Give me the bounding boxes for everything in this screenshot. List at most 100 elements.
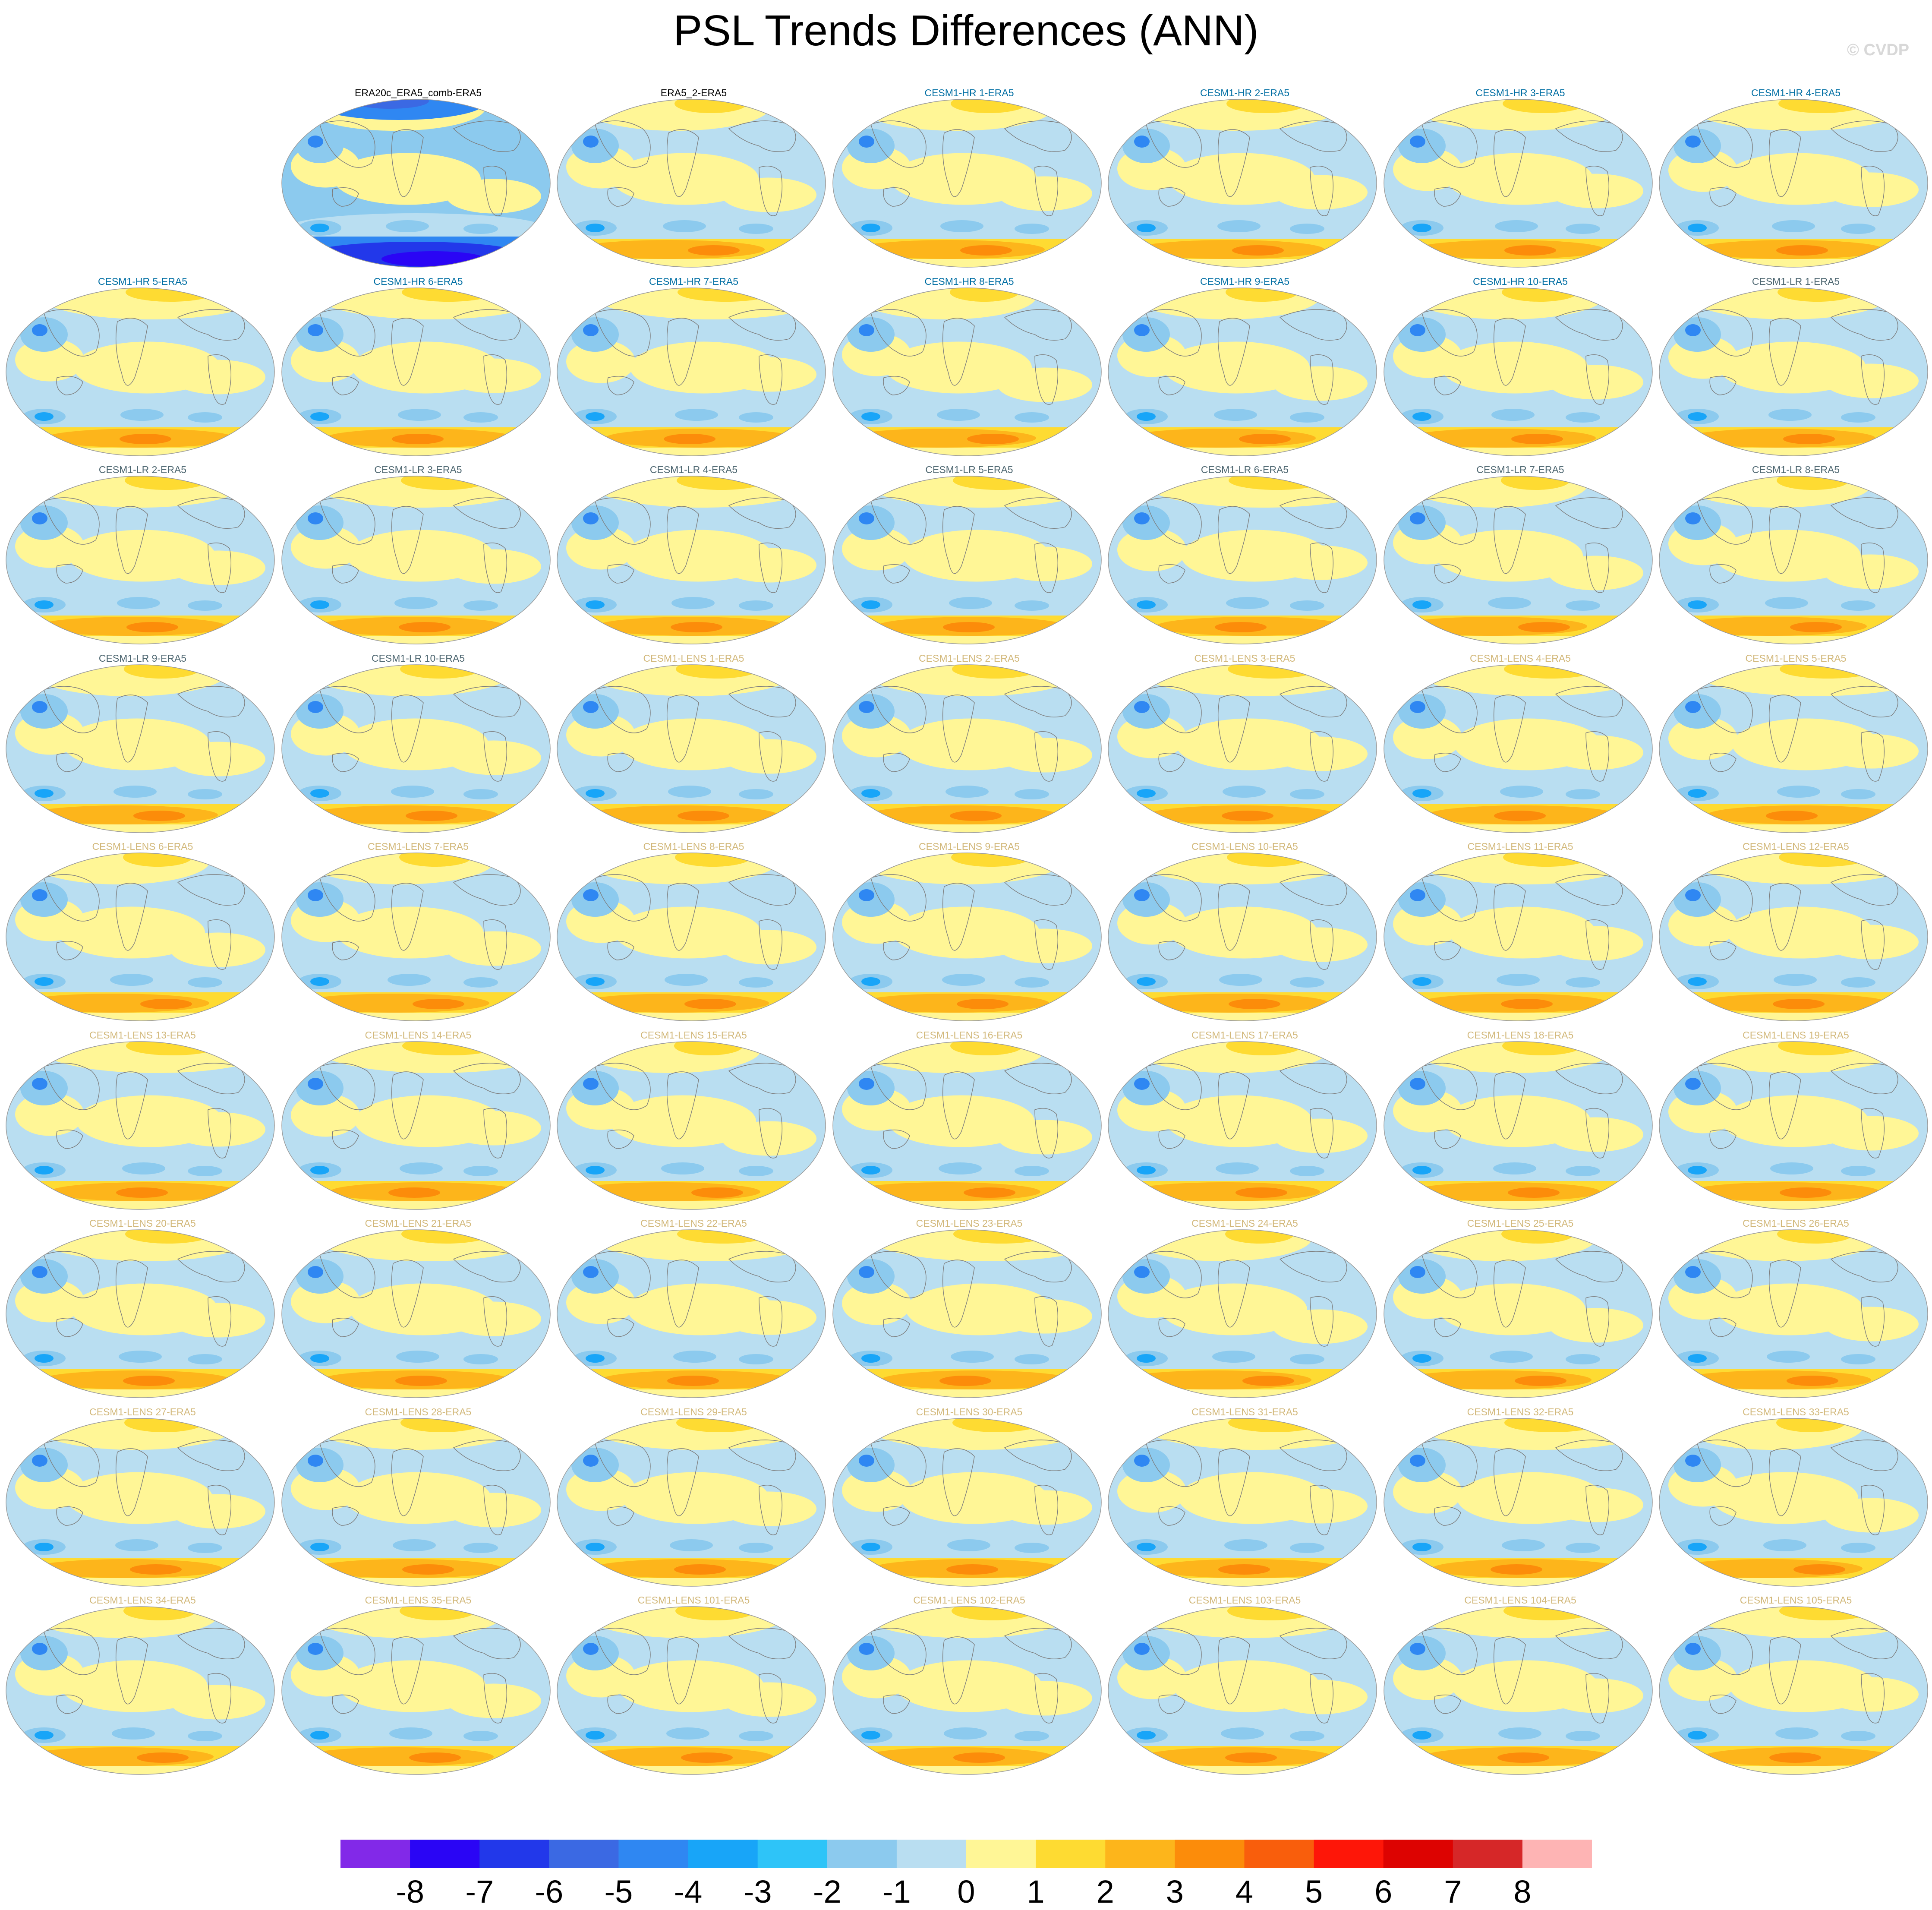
map-panel: CESM1-LENS 3-ERA5 [1107,653,1382,834]
map-plot [1383,287,1653,456]
panel-label: CESM1-LR 5-ERA5 [925,464,1013,475]
panel-label: CESM1-LENS 17-ERA5 [1191,1029,1298,1041]
panel-label: CESM1-LR 1-ERA5 [1752,275,1840,287]
colorbar-swatch [410,1840,480,1868]
colorbar-tick-label: 6 [1374,1874,1393,1910]
panel-label: CESM1-LENS 15-ERA5 [640,1029,747,1041]
map-plot [1108,1606,1377,1775]
colorbar-swatch [688,1840,758,1868]
panel-label: CESM1-LENS 13-ERA5 [89,1029,196,1041]
map-plot [1659,1418,1928,1587]
map-panel: CESM1-LENS 8-ERA5 [556,841,831,1022]
panel-label: CESM1-HR 3-ERA5 [1475,87,1565,98]
map-panel: CESM1-LENS 6-ERA5 [5,841,280,1022]
map-plot [557,1229,826,1398]
map-panel: CESM1-LENS 26-ERA5 [1658,1218,1932,1399]
panel-label: CESM1-LENS 16-ERA5 [916,1029,1023,1041]
map-panel: CESM1-LENS 29-ERA5 [556,1406,831,1588]
map-plot [832,1418,1102,1587]
map-plot [1659,476,1928,644]
map-panel: CESM1-HR 10-ERA5 [1383,276,1658,457]
map-panel: CESM1-LENS 33-ERA5 [1658,1406,1932,1588]
map-panel: CESM1-HR 1-ERA5 [832,87,1107,268]
map-panel: CESM1-LENS 21-ERA5 [281,1218,556,1399]
map-field [832,853,1101,1021]
panel-label: CESM1-LENS 31-ERA5 [1191,1406,1298,1418]
panel-label: CESM1-LENS 32-ERA5 [1467,1406,1574,1418]
map-plot [1659,1229,1928,1398]
map-plot [832,99,1102,268]
panel-label: CESM1-LENS 102-ERA5 [913,1594,1025,1606]
panel-label: CESM1-LENS 105-ERA5 [1740,1594,1852,1606]
map-panel: CESM1-HR 9-ERA5 [1107,276,1382,457]
map-plot [1659,852,1928,1021]
colorbar-tick-label: 3 [1166,1874,1184,1910]
map-field [1108,287,1377,456]
colorbar-tick-label: -8 [396,1874,425,1910]
colorbar-swatch [1314,1840,1384,1868]
panel-label: ERA20c_ERA5_comb-ERA5 [354,87,482,98]
panel-label: CESM1-LENS 104-ERA5 [1464,1594,1576,1606]
map-panel: CESM1-LENS 11-ERA5 [1383,841,1658,1022]
map-plot [1383,1418,1653,1587]
colorbar-swatch [618,1840,689,1868]
map-plot [557,476,826,644]
colorbar-tick-label: 8 [1513,1874,1532,1910]
colorbar-swatch [827,1840,897,1868]
map-panel: ERA20c_ERA5_comb-ERA5 [281,87,556,268]
map-plot [1383,664,1653,833]
map-panel: CESM1-LENS 2-ERA5 [832,653,1107,834]
map-field [557,664,826,833]
map-plot [1659,287,1928,456]
colorbar-swatch [1522,1840,1592,1868]
map-panel: CESM1-LENS 105-ERA5 [1658,1594,1932,1776]
map-plot [1659,1606,1928,1775]
panel-label: CESM1-LR 7-ERA5 [1476,464,1564,475]
panel-label: CESM1-LENS 10-ERA5 [1191,841,1298,852]
map-plot [1383,99,1653,268]
map-plot [557,664,826,833]
panel-label: CESM1-LENS 8-ERA5 [643,841,744,852]
map-panel: CESM1-LENS 28-ERA5 [281,1406,556,1588]
map-panel: CESM1-LENS 24-ERA5 [1107,1218,1382,1399]
map-panel: CESM1-LENS 31-ERA5 [1107,1406,1382,1588]
map-field [281,476,550,644]
colorbar-swatch [340,1840,410,1868]
map-plot [1108,1229,1377,1398]
panel-label: CESM1-LENS 22-ERA5 [640,1218,747,1229]
map-panel: CESM1-LENS 25-ERA5 [1383,1218,1658,1399]
map-panel: CESM1-LENS 17-ERA5 [1107,1029,1382,1211]
panel-label: CESM1-LR 3-ERA5 [374,464,462,475]
map-field [557,1418,826,1586]
map-plot [281,852,551,1021]
panel-label: CESM1-HR 9-ERA5 [1200,275,1290,287]
colorbar-tick-label: -4 [674,1874,703,1910]
map-panel: CESM1-LENS 13-ERA5 [5,1029,280,1211]
map-panel: CESM1-HR 3-ERA5 [1383,87,1658,268]
panel-label: CESM1-LR 4-ERA5 [649,464,738,475]
map-panel: CESM1-HR 7-ERA5 [556,276,831,457]
map-field [557,476,826,644]
map-plot [6,664,275,833]
map-panel: CESM1-LENS 32-ERA5 [1383,1406,1658,1588]
panel-label: CESM1-LENS 33-ERA5 [1743,1406,1849,1418]
map-plot [1108,852,1377,1021]
map-plot [832,1041,1102,1210]
panel-label: CESM1-LENS 21-ERA5 [365,1218,472,1229]
panel-label: CESM1-HR 6-ERA5 [373,275,463,287]
colorbar-tick-label: 0 [957,1874,975,1910]
panel-label: CESM1-LENS 26-ERA5 [1743,1218,1849,1229]
colorbar-swatch [1105,1840,1175,1868]
map-panel: CESM1-HR 4-ERA5 [1658,87,1932,268]
map-plot [281,1229,551,1398]
map-plot [832,476,1102,644]
map-plot [557,287,826,456]
map-panel: CESM1-LENS 35-ERA5 [281,1594,556,1776]
colorbar-swatch [1453,1840,1523,1868]
map-panel: CESM1-HR 6-ERA5 [281,276,556,457]
map-panel: CESM1-LENS 30-ERA5 [832,1406,1107,1588]
map-field [1659,1418,1928,1586]
map-plot [281,99,551,268]
colorbar-swatch [1036,1840,1106,1868]
panel-label: CESM1-LENS 23-ERA5 [916,1218,1023,1229]
